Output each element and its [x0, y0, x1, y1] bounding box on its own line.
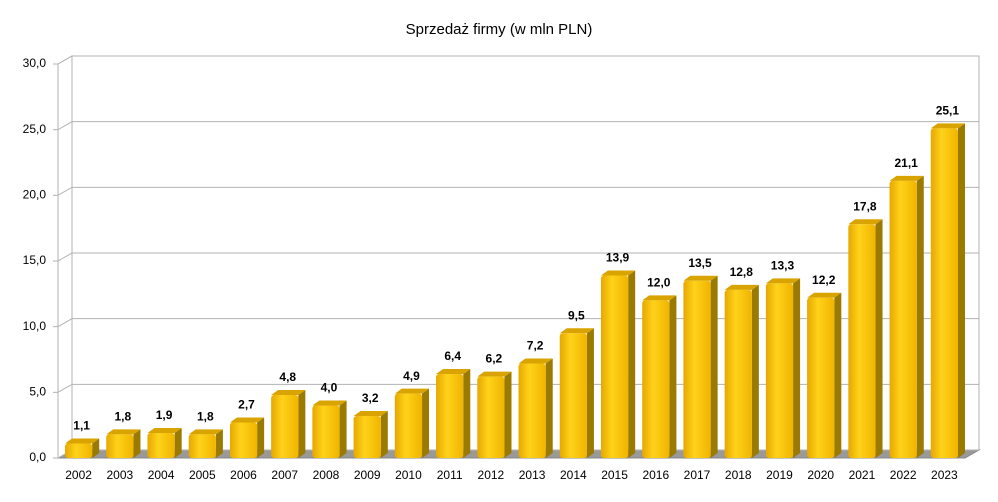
y-tick-label: 25,0 — [23, 122, 47, 136]
grid-line — [57, 252, 979, 262]
value-label: 1,8 — [197, 410, 214, 424]
bar — [436, 368, 471, 458]
value-label: 4,8 — [279, 370, 296, 384]
value-label: 2,7 — [238, 398, 255, 412]
value-label: 12,8 — [730, 265, 754, 279]
bar — [765, 278, 801, 458]
value-label: 1,1 — [73, 419, 90, 433]
bar — [271, 389, 306, 458]
x-tick-label: 2016 — [642, 468, 669, 482]
value-label: 9,5 — [568, 308, 585, 322]
value-label: 12,0 — [647, 276, 671, 290]
bar — [600, 270, 636, 458]
bar — [65, 438, 100, 458]
value-label: 12,2 — [812, 273, 836, 287]
value-label: 6,2 — [486, 352, 503, 366]
bar — [188, 429, 223, 458]
grid-line — [57, 318, 979, 328]
x-tick-label: 2002 — [65, 468, 92, 482]
value-label: 6,4 — [444, 349, 461, 363]
value-label: 4,0 — [321, 381, 338, 395]
y-tick-label: 30,0 — [23, 56, 47, 70]
x-tick-label: 2020 — [807, 468, 834, 482]
bar — [930, 123, 965, 458]
x-tick-label: 2022 — [890, 468, 917, 482]
value-label: 17,8 — [853, 199, 877, 213]
x-tick-label: 2019 — [766, 468, 793, 482]
x-tick-label: 2009 — [354, 468, 381, 482]
x-tick-label: 2011 — [437, 468, 463, 482]
bar — [559, 328, 594, 458]
bar — [518, 358, 553, 458]
value-label: 13,9 — [606, 251, 630, 265]
value-label: 1,9 — [156, 408, 173, 422]
value-label: 13,5 — [688, 256, 712, 270]
chart-title: Sprzedaż firmy (w mln PLN) — [406, 21, 593, 38]
grid-line — [57, 55, 979, 65]
x-tick-label: 2015 — [601, 468, 628, 482]
value-label: 4,9 — [403, 369, 420, 383]
bar — [889, 175, 924, 459]
y-tick-label: 10,0 — [23, 319, 47, 333]
bar — [353, 410, 388, 458]
grid-line — [57, 186, 979, 196]
y-tick-label: 5,0 — [29, 385, 46, 399]
grid-line — [57, 383, 979, 393]
x-tick-label: 2014 — [560, 468, 587, 482]
x-tick-label: 2017 — [684, 468, 711, 482]
x-tick-label: 2005 — [189, 468, 216, 482]
value-label: 1,8 — [114, 410, 131, 424]
y-tick-label: 20,0 — [23, 188, 47, 202]
bar — [807, 292, 842, 458]
bar — [477, 371, 512, 458]
value-label: 7,2 — [527, 339, 544, 353]
grid-line — [57, 121, 979, 131]
bar — [683, 275, 718, 458]
bar — [147, 428, 182, 458]
x-tick-label: 2003 — [106, 468, 133, 482]
x-tick-label: 2018 — [725, 468, 752, 482]
x-tick-label: 2013 — [519, 468, 546, 482]
bar — [724, 284, 759, 458]
x-tick-label: 2008 — [313, 468, 340, 482]
y-tick-label: 15,0 — [23, 253, 47, 267]
bar — [848, 219, 883, 458]
value-label: 13,3 — [771, 258, 795, 272]
value-label: 21,1 — [894, 156, 918, 170]
x-tick-label: 2007 — [271, 468, 298, 482]
x-tick-label: 2023 — [931, 468, 958, 482]
bar — [106, 429, 141, 458]
bar — [394, 388, 430, 458]
x-tick-label: 2004 — [148, 468, 175, 482]
x-tick-label: 2006 — [230, 468, 257, 482]
bar — [229, 417, 265, 458]
x-tick-label: 2021 — [849, 468, 876, 482]
value-label: 3,2 — [362, 391, 379, 405]
y-tick-label: 0,0 — [29, 450, 46, 464]
value-label: 25,1 — [936, 104, 960, 118]
bar — [312, 400, 347, 458]
x-tick-label: 2010 — [395, 468, 422, 482]
x-tick-label: 2012 — [478, 468, 505, 482]
bar — [642, 295, 677, 458]
